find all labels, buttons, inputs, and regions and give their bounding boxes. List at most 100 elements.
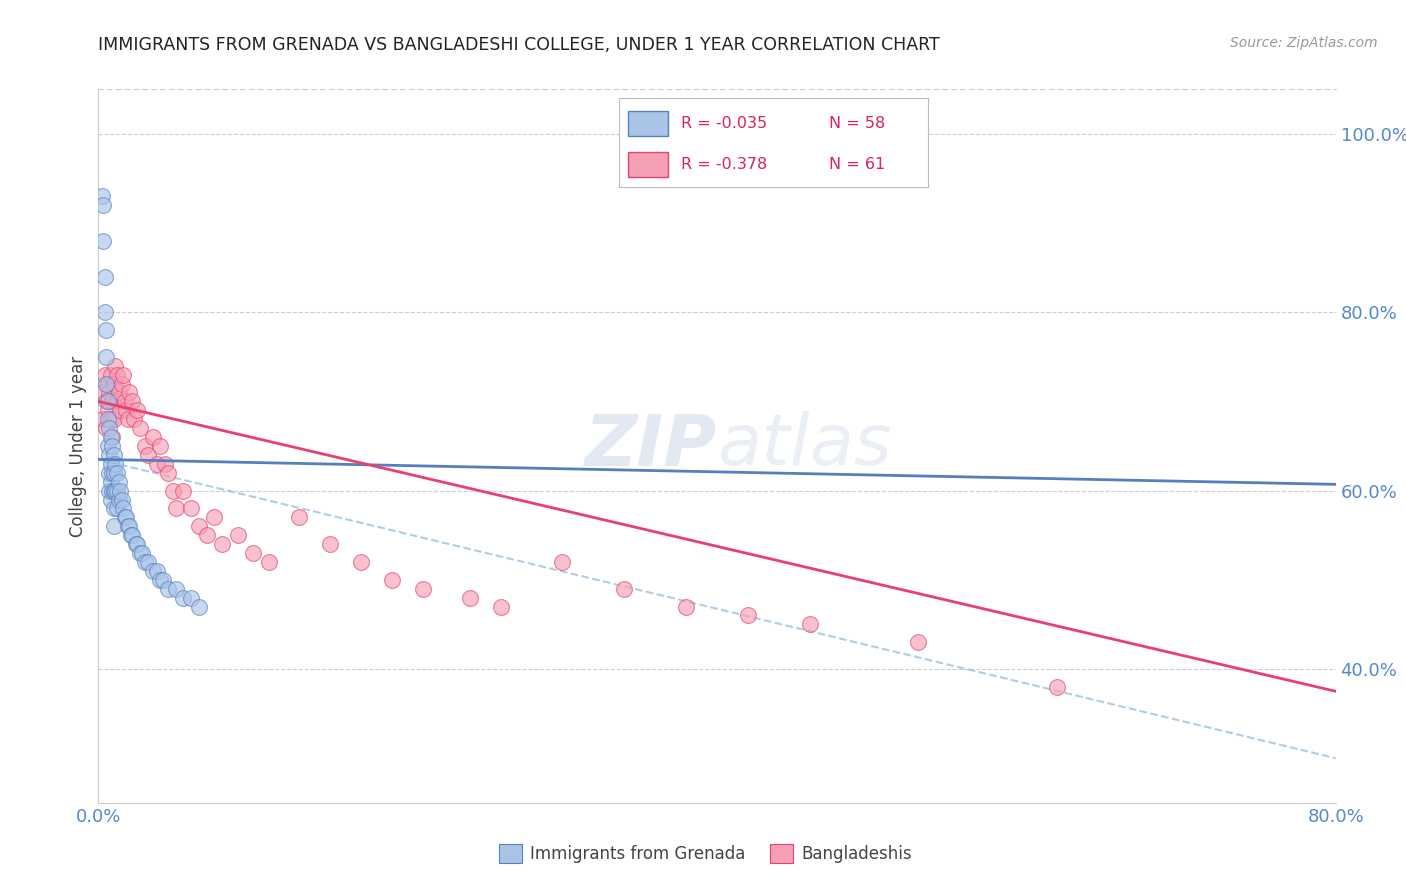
Point <box>96 376 118 391</box>
Point <box>458 591 481 605</box>
Point <box>103 466 125 480</box>
Point <box>97 439 120 453</box>
Point <box>350 555 373 569</box>
Point <box>129 421 152 435</box>
Point <box>162 483 184 498</box>
Point <box>97 403 120 417</box>
Point <box>613 582 636 596</box>
Point <box>105 394 128 409</box>
Point <box>105 368 128 382</box>
Point <box>98 385 121 400</box>
Point <box>103 376 125 391</box>
Point <box>381 573 404 587</box>
Point <box>91 385 114 400</box>
Point <box>96 421 118 435</box>
Text: N = 58: N = 58 <box>830 116 886 130</box>
Point <box>93 368 115 382</box>
Point <box>120 528 142 542</box>
Point <box>107 475 129 489</box>
Bar <box>628 152 668 177</box>
Point <box>551 555 574 569</box>
Point <box>100 368 122 382</box>
Point <box>98 421 121 435</box>
Point <box>104 457 127 471</box>
Point <box>134 555 156 569</box>
Point <box>97 412 120 426</box>
Point <box>111 376 134 391</box>
Point <box>180 591 202 605</box>
Point <box>107 385 129 400</box>
Point <box>173 483 195 498</box>
Point <box>101 439 124 453</box>
Point <box>97 376 120 391</box>
Text: IMMIGRANTS FROM GRENADA VS BANGLADESHI COLLEGE, UNDER 1 YEAR CORRELATION CHART: IMMIGRANTS FROM GRENADA VS BANGLADESHI C… <box>98 36 941 54</box>
Point <box>124 537 146 551</box>
Point <box>103 412 125 426</box>
Point <box>93 269 115 284</box>
Point <box>97 394 120 409</box>
Point <box>100 492 122 507</box>
Point <box>127 537 149 551</box>
Point <box>103 448 125 462</box>
Point <box>90 189 112 203</box>
Point <box>149 573 172 587</box>
Point <box>152 573 174 587</box>
Point <box>173 591 195 605</box>
Point <box>114 510 136 524</box>
Point <box>101 483 124 498</box>
Point <box>111 492 134 507</box>
Point <box>104 359 127 373</box>
Point <box>799 617 821 632</box>
Point <box>100 457 122 471</box>
Point <box>108 403 131 417</box>
Point <box>412 582 434 596</box>
Point <box>165 582 187 596</box>
Point <box>98 483 121 498</box>
Point <box>149 439 172 453</box>
Point <box>142 564 165 578</box>
Point <box>675 599 697 614</box>
Point <box>121 528 143 542</box>
Point <box>127 403 149 417</box>
Point <box>100 412 122 426</box>
Point <box>242 546 264 560</box>
Point <box>96 350 118 364</box>
Text: Source: ZipAtlas.com: Source: ZipAtlas.com <box>1230 36 1378 50</box>
Point <box>211 537 233 551</box>
Text: R = -0.035: R = -0.035 <box>681 116 766 130</box>
Text: N = 61: N = 61 <box>830 157 886 171</box>
Point <box>226 528 249 542</box>
Point <box>91 198 114 212</box>
Point <box>122 412 145 426</box>
Point <box>131 546 153 560</box>
Point <box>117 519 139 533</box>
Point <box>107 492 129 507</box>
Point <box>180 501 202 516</box>
Point <box>118 385 141 400</box>
Point <box>105 466 128 480</box>
Point <box>737 608 759 623</box>
Point <box>188 519 211 533</box>
Point <box>288 510 311 524</box>
Point <box>103 519 125 533</box>
Text: ZIP: ZIP <box>585 411 717 481</box>
Point <box>136 448 159 462</box>
Point <box>100 430 122 444</box>
Point <box>105 501 128 516</box>
Point <box>118 519 141 533</box>
Point <box>101 430 124 444</box>
Point <box>104 483 127 498</box>
Point <box>112 501 135 516</box>
Point <box>96 394 118 409</box>
Point <box>115 403 138 417</box>
Text: atlas: atlas <box>717 411 891 481</box>
Bar <box>628 111 668 136</box>
Point <box>204 510 226 524</box>
Point <box>103 501 125 516</box>
Point <box>157 582 180 596</box>
Point <box>91 234 114 248</box>
Y-axis label: College, Under 1 year: College, Under 1 year <box>69 355 87 537</box>
Point <box>1046 680 1069 694</box>
Point <box>134 439 156 453</box>
Point <box>188 599 211 614</box>
